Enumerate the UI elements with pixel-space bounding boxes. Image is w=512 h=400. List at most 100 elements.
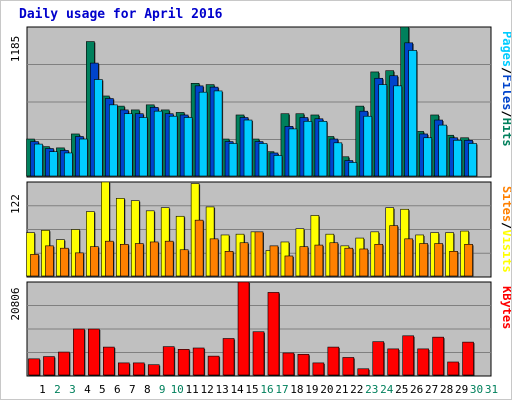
bar — [138, 117, 148, 177]
bar — [282, 352, 295, 376]
day-label: 6 — [114, 383, 121, 396]
bar — [60, 247, 69, 277]
day-label: 29 — [455, 383, 468, 396]
bar — [239, 242, 249, 277]
bar — [119, 243, 129, 277]
bar — [75, 252, 84, 277]
bar — [432, 336, 444, 376]
bar — [168, 115, 178, 177]
bar — [183, 117, 193, 177]
bar — [267, 292, 280, 376]
day-label: 7 — [129, 383, 136, 396]
bar — [417, 348, 429, 376]
bar — [207, 355, 220, 376]
bar — [123, 113, 133, 177]
bar — [468, 143, 477, 177]
bar — [45, 245, 54, 277]
day-label: 9 — [159, 383, 166, 396]
day-label: 22 — [350, 383, 363, 396]
bar — [393, 85, 403, 177]
day-label: 13 — [215, 383, 228, 396]
bar — [43, 356, 55, 376]
bar — [88, 328, 100, 376]
bar — [179, 249, 189, 277]
day-label: 8 — [144, 383, 151, 396]
day-label: 21 — [335, 383, 348, 396]
bar — [402, 335, 414, 376]
bar — [464, 243, 473, 277]
bar — [333, 142, 343, 177]
bar — [73, 328, 85, 376]
legend-item: Sites — [500, 186, 511, 222]
bar — [288, 128, 298, 177]
day-label: 19 — [305, 383, 318, 396]
day-label: 15 — [245, 383, 258, 396]
bar — [423, 137, 432, 177]
bar — [34, 143, 43, 177]
day-label: 27 — [425, 383, 438, 396]
bar — [329, 242, 339, 277]
bar — [222, 338, 235, 376]
bar — [117, 362, 130, 376]
day-label: 10 — [171, 383, 184, 396]
bar — [348, 162, 358, 177]
bar — [198, 91, 208, 177]
bar — [374, 243, 384, 277]
day-label: 24 — [380, 383, 394, 396]
bar — [243, 119, 253, 177]
legend: Pages/Files/Hits — [500, 31, 511, 147]
bar — [228, 143, 238, 177]
bar — [303, 121, 313, 177]
day-label: 31 — [485, 383, 498, 396]
bar — [213, 90, 223, 177]
day-label: 28 — [440, 383, 453, 396]
chart-title: Daily usage for April 2016 — [19, 7, 223, 22]
bar — [447, 361, 459, 376]
bar — [269, 245, 279, 277]
bar — [258, 143, 268, 177]
bar — [378, 84, 388, 177]
legend-item: KBytes — [500, 286, 511, 329]
bar — [314, 244, 324, 277]
bar — [254, 231, 264, 277]
bar — [434, 243, 443, 277]
legend-item: Hits — [500, 118, 511, 147]
bar — [79, 138, 88, 177]
day-label: 1 — [39, 383, 46, 396]
day-label: 17 — [275, 383, 288, 396]
bar — [64, 152, 73, 177]
day-label: 5 — [99, 383, 106, 396]
scale-label: 1185 — [9, 36, 22, 63]
bar — [438, 124, 447, 177]
day-label: 30 — [470, 383, 483, 396]
legend-item: / — [500, 67, 511, 74]
bar — [419, 243, 428, 277]
bar — [94, 79, 103, 177]
scale-label: 20806 — [9, 287, 22, 320]
legend-item: Visits — [500, 229, 511, 272]
day-label: 11 — [186, 383, 199, 396]
bar — [153, 110, 163, 177]
legend: KBytes — [500, 286, 511, 329]
bar — [327, 346, 340, 376]
bar — [297, 354, 310, 376]
day-label: 20 — [320, 383, 333, 396]
bar — [105, 240, 114, 277]
bar — [49, 151, 58, 177]
day-label: 2 — [54, 383, 61, 396]
bar — [90, 246, 99, 277]
scale-label: 122 — [9, 194, 22, 214]
bar — [359, 248, 369, 277]
bar — [344, 247, 354, 277]
day-label: 4 — [84, 383, 91, 396]
bar — [449, 251, 458, 277]
bar — [363, 115, 373, 177]
day-label: 16 — [260, 383, 273, 396]
bar — [284, 255, 294, 277]
day-label: 14 — [230, 383, 244, 396]
bar — [28, 358, 40, 376]
day-label: 18 — [290, 383, 303, 396]
legend: Sites/Visits — [500, 186, 511, 273]
